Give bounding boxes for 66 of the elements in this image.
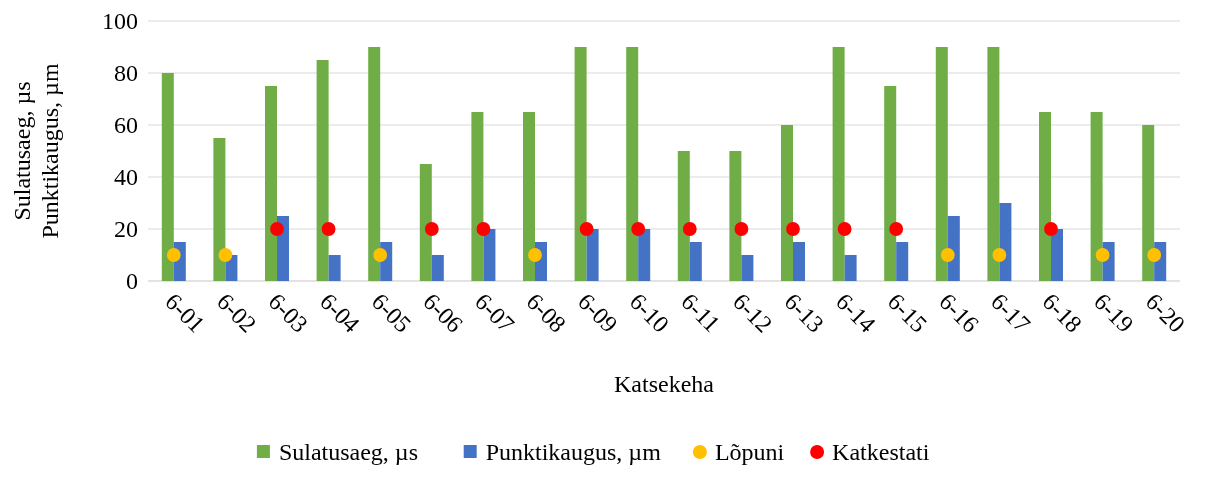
bar [844, 255, 857, 281]
x-tick-label: 6-02 [211, 288, 262, 338]
bar [1051, 229, 1063, 281]
bar [431, 255, 444, 281]
bar [741, 255, 754, 281]
bar [265, 86, 277, 281]
bar [781, 125, 793, 281]
x-tick-label: 6-19 [1089, 288, 1139, 338]
bar [316, 60, 329, 281]
y-tick-label: 100 [102, 8, 138, 35]
bar [896, 242, 909, 281]
x-tick-label: 6-15 [882, 288, 933, 338]
bar [328, 255, 341, 281]
bar [793, 242, 805, 281]
x-tick-label: 6-04 [315, 288, 365, 338]
y-tick-label: 60 [114, 112, 138, 139]
legend-label: Sulatusaeg, µs [278, 439, 419, 465]
x-tick-label: 6-09 [573, 288, 623, 338]
y-tick-label: 0 [126, 268, 138, 295]
x-tick-label: 6-14 [831, 288, 881, 338]
x-tick-label: 6-07 [469, 288, 520, 338]
bar [677, 151, 690, 281]
y-tick-label: 40 [114, 164, 138, 191]
x-tick-label: 6-17 [985, 288, 1036, 338]
bar [1142, 125, 1155, 281]
x-tick-label: 6-13 [779, 288, 829, 338]
x-tick-label: 6-12 [727, 288, 778, 338]
bar [523, 112, 535, 281]
bar [368, 47, 381, 281]
bar [574, 47, 587, 281]
x-tick-label: 6-08 [521, 288, 571, 338]
bar [626, 47, 639, 281]
bar [999, 203, 1012, 281]
legend-label: Lõpuni [714, 439, 785, 465]
x-axis-title: Katsekeha [614, 371, 715, 397]
bar [471, 112, 484, 281]
y-tick-label: 20 [114, 216, 138, 243]
bar [213, 138, 226, 281]
legend-label: Katkestati [832, 439, 930, 465]
bar [586, 229, 599, 281]
x-tick-label: 6-01 [160, 288, 210, 338]
bar [689, 242, 702, 281]
y-tick-label: 80 [114, 60, 138, 87]
bar [1039, 112, 1051, 281]
x-tick-label: 6-03 [263, 288, 313, 338]
bar [987, 47, 1000, 281]
bar [638, 229, 651, 281]
bar [935, 47, 948, 281]
bar [483, 229, 496, 281]
bar [419, 164, 432, 281]
x-tick-label: 6-16 [934, 288, 984, 338]
x-tick-label: 6-18 [1037, 288, 1087, 338]
bar [832, 47, 845, 281]
x-tick-label: 6-11 [676, 288, 726, 338]
x-tick-label: 6-06 [418, 288, 468, 338]
bar [947, 216, 960, 281]
bar [1090, 112, 1103, 281]
bar [161, 73, 174, 281]
bar [884, 86, 897, 281]
legend-label: Punktikaugus, µm [485, 439, 662, 465]
x-tick-label: 6-10 [624, 288, 675, 338]
bar [277, 216, 289, 281]
x-tick-label: 6-20 [1140, 288, 1191, 338]
x-tick-label: 6-05 [366, 288, 417, 338]
bar [729, 151, 742, 281]
y-axis-title: Sulatusaeg, µs Punktikaugus, µm [9, 63, 63, 239]
